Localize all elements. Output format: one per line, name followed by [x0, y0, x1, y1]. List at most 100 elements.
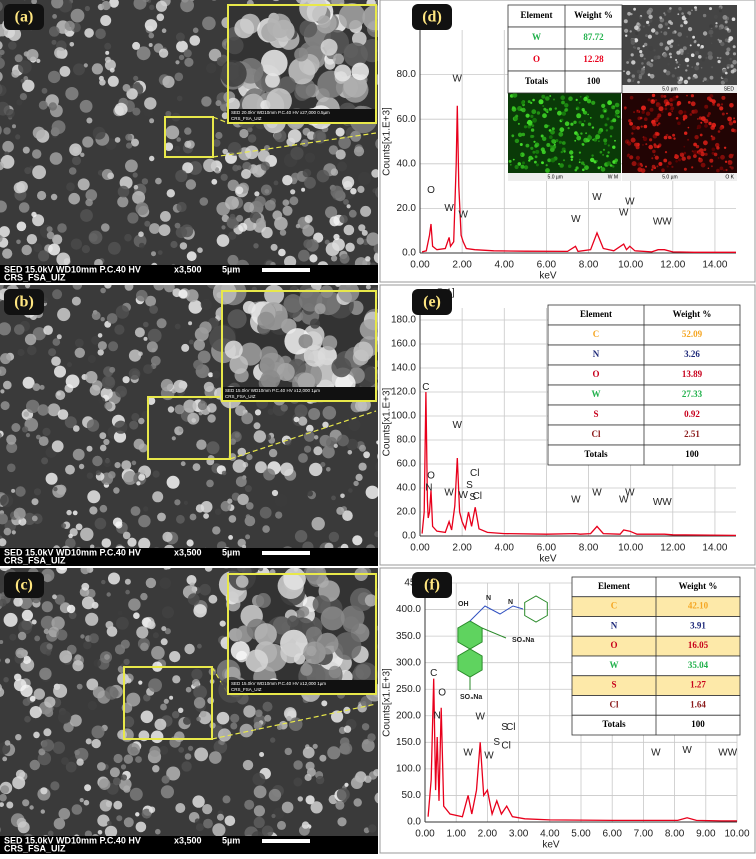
grain — [170, 241, 177, 248]
grain — [668, 161, 672, 165]
table-cell: W — [610, 660, 619, 670]
grain — [98, 341, 107, 350]
grain — [644, 117, 648, 121]
grain — [174, 499, 180, 505]
grain — [80, 153, 84, 157]
grain — [100, 445, 107, 452]
grain — [305, 215, 313, 223]
grain — [69, 143, 82, 156]
grain — [733, 52, 736, 55]
grain — [336, 507, 344, 515]
grain — [640, 117, 643, 120]
grain — [162, 76, 174, 88]
grain — [143, 364, 153, 374]
grain — [675, 59, 677, 61]
grain — [127, 538, 136, 547]
grain — [343, 199, 349, 205]
x-tick-label: 10.00 — [618, 260, 643, 271]
grain — [3, 381, 12, 390]
x-tick-label: 10.00 — [724, 829, 749, 840]
table-cell: O — [533, 54, 540, 64]
grain — [98, 397, 105, 404]
grain — [304, 446, 311, 453]
grain — [642, 111, 645, 114]
y-tick-label: 20.0 — [397, 203, 417, 214]
grain — [175, 405, 185, 415]
table-cell: Element — [598, 581, 630, 591]
grain — [641, 126, 643, 128]
grain — [243, 301, 256, 314]
grain — [116, 815, 122, 821]
grain — [326, 467, 331, 472]
grain — [57, 308, 70, 321]
grain — [583, 164, 585, 166]
grain — [189, 300, 203, 314]
grain — [694, 109, 698, 113]
grain — [160, 578, 171, 589]
grain — [138, 231, 144, 237]
grain — [228, 309, 247, 328]
grain — [665, 151, 667, 153]
grain — [169, 696, 173, 700]
grain — [217, 712, 230, 725]
grain — [220, 621, 226, 627]
grain — [39, 668, 51, 680]
grain — [261, 370, 281, 390]
grain — [717, 57, 719, 59]
grain — [201, 299, 212, 310]
grain — [11, 423, 20, 432]
grain — [357, 238, 364, 245]
grain — [60, 66, 71, 77]
grain — [546, 164, 548, 166]
grain — [114, 421, 127, 434]
grain — [322, 335, 337, 350]
grain — [86, 189, 98, 201]
grain — [347, 204, 351, 208]
grain — [14, 182, 25, 193]
grain — [561, 151, 563, 153]
grain — [571, 159, 573, 161]
grain — [190, 583, 195, 588]
grain — [125, 160, 138, 173]
grain — [161, 379, 173, 391]
grain — [684, 80, 688, 84]
grain — [283, 199, 290, 206]
grain — [671, 166, 673, 168]
grain — [688, 101, 691, 104]
grain — [186, 687, 192, 693]
grain — [592, 126, 594, 128]
grain — [334, 444, 338, 448]
grain — [634, 25, 639, 30]
grain — [528, 121, 533, 126]
grain — [360, 206, 371, 217]
grain — [287, 616, 299, 628]
grain — [209, 751, 222, 764]
grain — [667, 40, 672, 45]
grain — [149, 33, 155, 39]
grain — [627, 141, 629, 143]
grain — [52, 485, 65, 498]
peak-label: N — [425, 483, 432, 494]
grain — [716, 146, 719, 149]
grain — [688, 127, 690, 129]
grain — [67, 605, 75, 613]
grain — [47, 232, 55, 240]
peak-label: W — [592, 487, 602, 498]
grain — [685, 14, 689, 18]
grain — [0, 494, 13, 507]
table-cell: 2.51 — [684, 429, 700, 439]
grain — [125, 282, 134, 291]
grain — [331, 255, 337, 261]
grain — [309, 463, 322, 476]
grain — [252, 773, 265, 786]
grain — [655, 31, 658, 34]
grain — [357, 186, 364, 193]
grain — [294, 653, 305, 664]
grain — [528, 100, 531, 103]
grain — [144, 97, 156, 109]
grain — [184, 49, 192, 57]
grain — [603, 149, 605, 151]
peak-label: C — [430, 668, 437, 679]
grain — [133, 172, 138, 177]
grain — [343, 181, 352, 190]
